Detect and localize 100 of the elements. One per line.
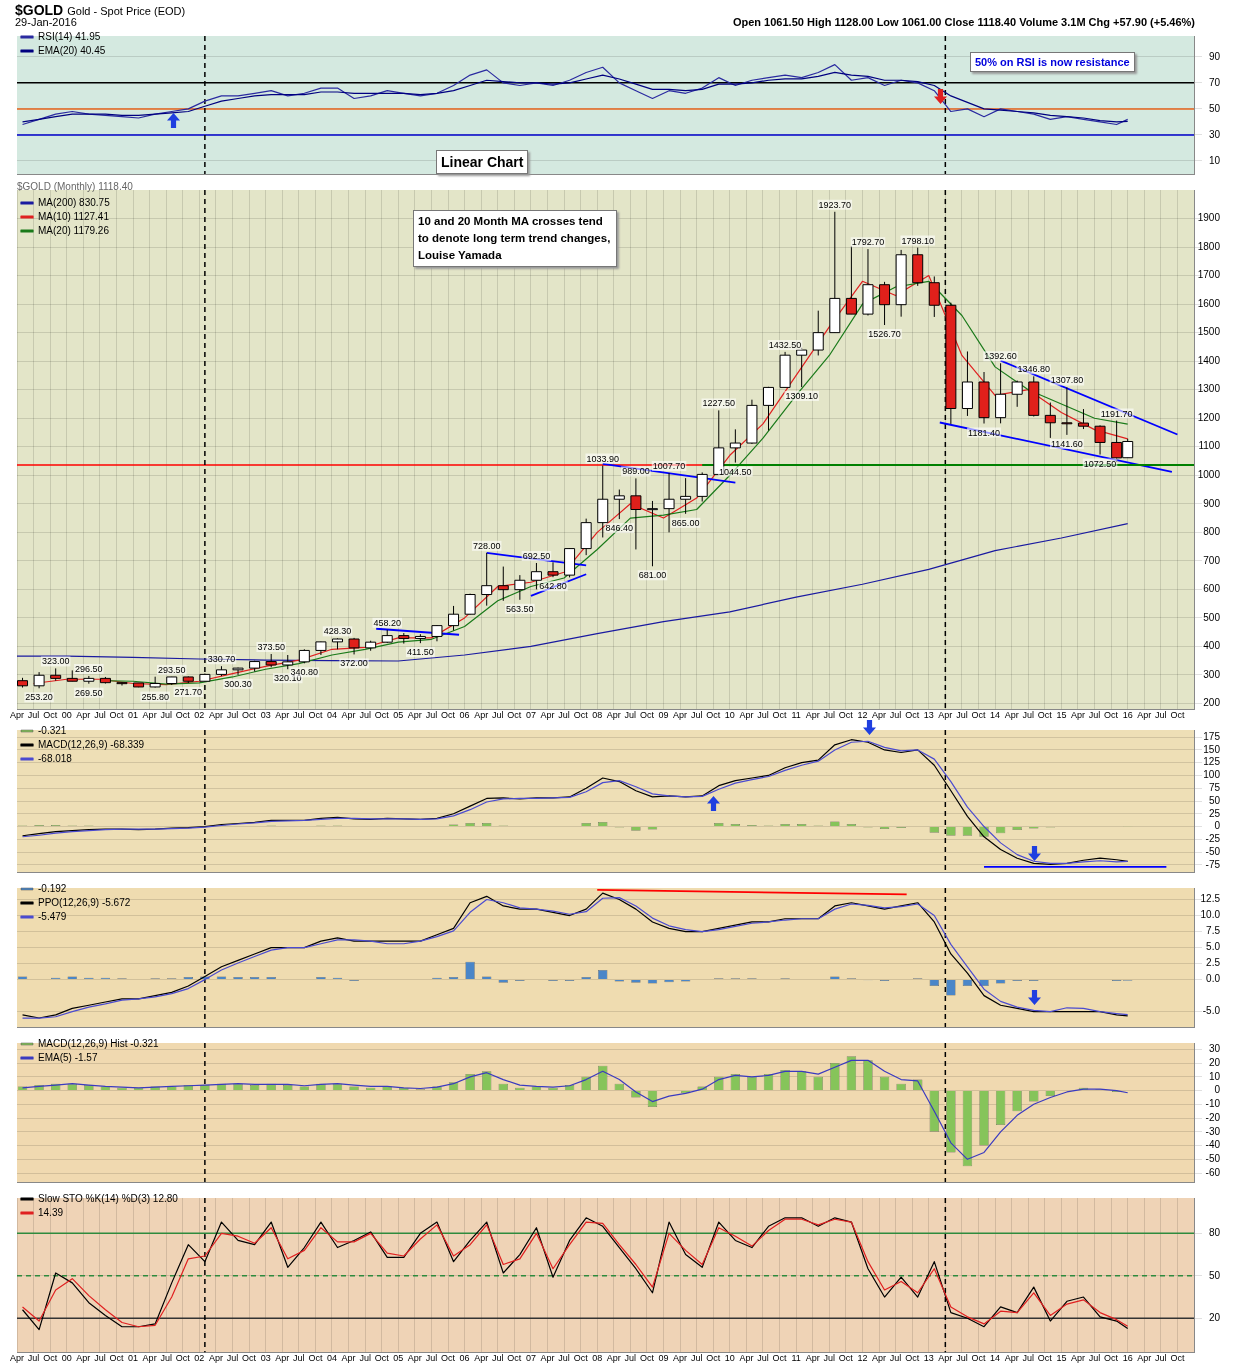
x-tick-label: 00 <box>61 1353 72 1364</box>
annotation: 1346.80 <box>1017 364 1051 375</box>
x-tick-label: Oct <box>573 1353 589 1364</box>
annotation: 255.80 <box>141 691 169 702</box>
annotation: 296.50 <box>75 663 103 674</box>
x-tick-label: Oct <box>175 1353 191 1364</box>
y-tick-label: -30 <box>1205 1125 1221 1137</box>
x-tick-label: Apr <box>1137 710 1152 721</box>
annotation: 373.50 <box>257 642 285 652</box>
x-tick-label: Oct <box>573 710 589 721</box>
x-tick-label: Apr <box>474 710 489 721</box>
y-tick-label: 75 <box>1208 781 1221 793</box>
x-tick-label: Jul <box>558 1353 570 1364</box>
text: 29-Jan-2016 <box>15 16 77 30</box>
x-tick-label: 06 <box>459 1353 470 1364</box>
y-tick-label: 1100 <box>1198 440 1221 452</box>
x-tick-label: Apr <box>673 710 688 721</box>
x-tick-label: 09 <box>658 710 669 721</box>
y-tick-label: 175 <box>1203 730 1221 742</box>
y-tick-label: 80 <box>1208 1227 1221 1239</box>
x-tick-label: Oct <box>43 1353 58 1364</box>
x-tick-label: Jul <box>823 1353 836 1364</box>
annotation: 428.30 <box>323 626 352 637</box>
x-tick-label: Oct <box>242 1353 257 1364</box>
x-tick-label: Apr <box>275 1353 290 1364</box>
annotation: 10 and 20 Month MA crosses tend to denote long term trend changes, Louise Yamada <box>413 210 617 267</box>
y-tick-label: 900 <box>1203 497 1221 509</box>
y-tick-label: 1400 <box>1197 354 1221 366</box>
x-tick-label: Apr <box>142 710 157 721</box>
x-tick-label: Oct <box>441 1353 456 1364</box>
x-tick-label: Oct <box>838 710 854 721</box>
annotation: 300.30 <box>224 678 252 689</box>
x-tick-label: Jul <box>690 710 703 721</box>
annotation: 1307.80 <box>1050 375 1084 386</box>
y-tick-label: 1700 <box>1197 269 1221 281</box>
x-tick-label: Jul <box>160 710 172 721</box>
annotation: 1392.60 <box>984 351 1017 362</box>
x-tick-label: Apr <box>540 1353 555 1364</box>
y-tick-label: 10 <box>1208 1070 1221 1082</box>
y-tick-label: 2.5 <box>1206 957 1221 969</box>
annotation: 989.00 <box>622 466 650 477</box>
annotation: 1227.50 <box>702 398 736 409</box>
x-tick-label: Oct <box>838 1353 854 1364</box>
x-tick-label: Jul <box>226 710 239 721</box>
x-tick-label: 13 <box>923 710 934 721</box>
x-tick-label: Oct <box>43 710 58 721</box>
x-tick-label: Apr <box>208 1353 223 1364</box>
x-tick-label: 11 <box>791 1353 801 1364</box>
y-tick-label: 20 <box>1208 1056 1221 1068</box>
annotation: 1007.70 <box>652 461 686 472</box>
x-tick-label: Oct <box>639 710 655 721</box>
legend-title: $GOLD (Monthly) 1118.40 <box>17 180 134 192</box>
y-tick-label: 400 <box>1203 640 1221 652</box>
x-tick-label: Apr <box>9 1353 25 1364</box>
annotation: 692.50 <box>522 551 551 561</box>
annotation: 293.50 <box>157 664 186 675</box>
x-tick-label: Oct <box>706 1353 721 1364</box>
y-tick-label: -5.0 <box>1202 1005 1221 1017</box>
x-tick-label: Oct <box>1037 1353 1053 1364</box>
y-tick-label: 0.0 <box>1206 973 1221 985</box>
annotation: 269.50 <box>75 687 103 698</box>
legend-label: -0.192 <box>38 882 67 894</box>
x-tick-label: Oct <box>507 1353 522 1364</box>
legend-label: MA(10) 1127.41 <box>38 210 110 222</box>
x-tick-label: Jul <box>624 710 637 721</box>
x-tick-label: Jul <box>491 710 504 721</box>
x-tick-label: 08 <box>592 710 603 721</box>
x-tick-label: 15 <box>1056 710 1067 721</box>
y-tick-label: 10.0 <box>1200 909 1221 921</box>
x-tick-label: Apr <box>76 1353 91 1364</box>
x-tick-label: Oct <box>971 710 986 721</box>
x-tick-label: Jul <box>425 710 438 721</box>
x-tick-label: Apr <box>9 710 25 721</box>
x-tick-label: 16 <box>1122 1353 1133 1364</box>
annotation: 271.70 <box>174 687 203 698</box>
x-tick-label: Oct <box>1037 710 1053 721</box>
annotation: 372.00 <box>340 658 368 669</box>
x-tick-label: 08 <box>592 1353 603 1364</box>
y-tick-label: 125 <box>1203 756 1221 768</box>
x-tick-label: Jul <box>94 710 106 721</box>
x-tick-label: Jul <box>889 1353 902 1364</box>
y-tick-label: 100 <box>1203 769 1221 781</box>
y-tick-label: 20 <box>1208 1312 1221 1323</box>
x-tick-label: Apr <box>872 710 887 721</box>
x-tick-label: 06 <box>459 710 470 721</box>
x-tick-label: Oct <box>242 710 257 721</box>
x-tick-label: Oct <box>374 1353 390 1364</box>
chart-title: $GOLD <box>15 2 64 18</box>
x-tick-label: Jul <box>956 1353 968 1364</box>
x-tick-label: Jul <box>94 1353 106 1364</box>
x-tick-label: 07 <box>525 710 536 721</box>
y-tick-label: 600 <box>1203 583 1221 595</box>
legend-label: EMA(5) -1.57 <box>38 1051 98 1063</box>
y-tick-label: 90 <box>1208 50 1221 62</box>
x-tick-label: Apr <box>1004 710 1019 721</box>
y-tick-label: 700 <box>1203 554 1221 566</box>
annotation: 330.70 <box>207 654 236 665</box>
x-tick-label: 11 <box>791 710 801 721</box>
x-tick-label: 00 <box>61 710 72 721</box>
x-tick-label: Oct <box>1104 1353 1119 1364</box>
